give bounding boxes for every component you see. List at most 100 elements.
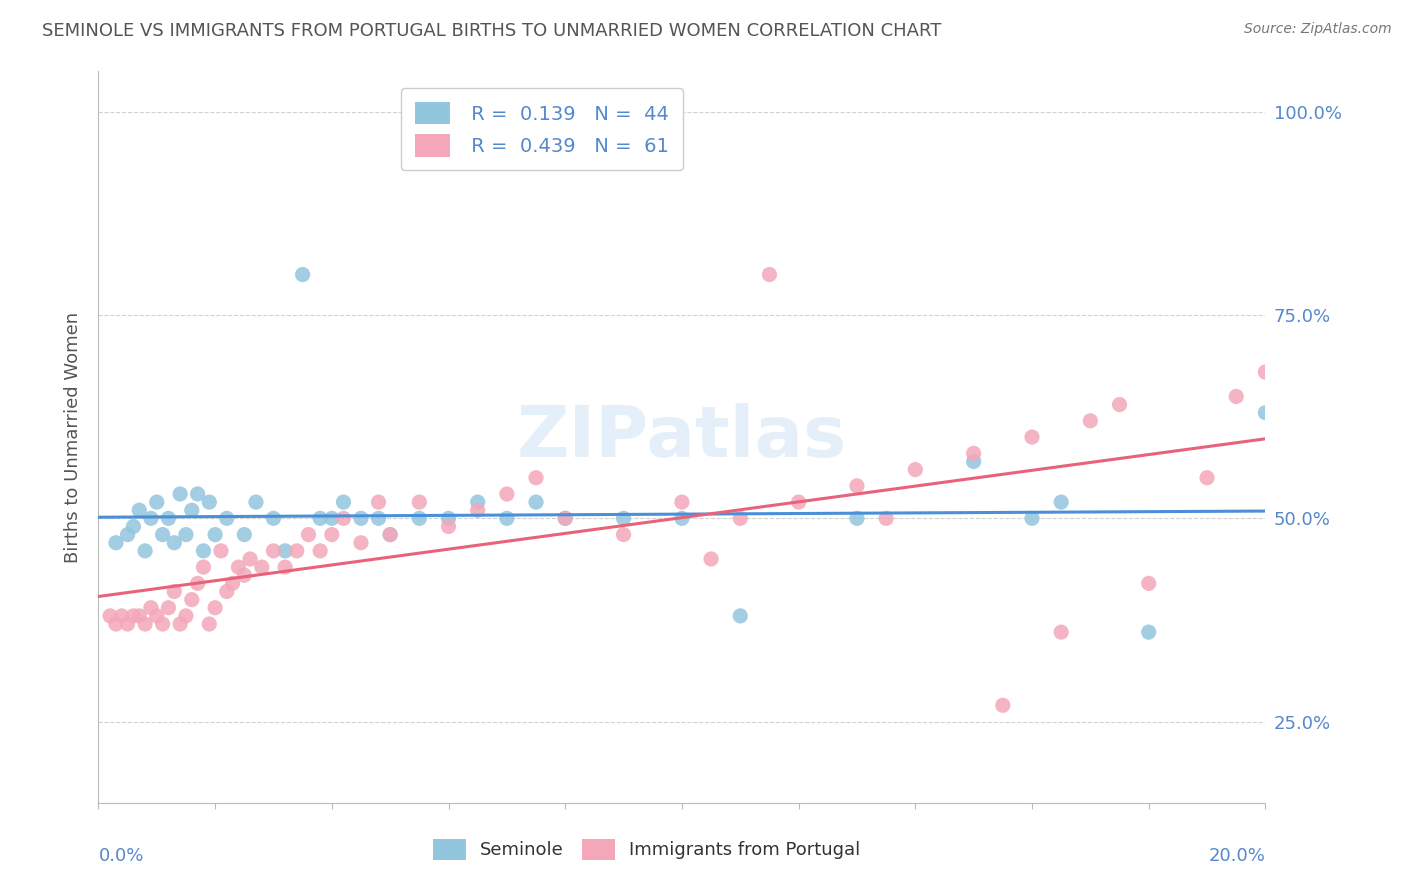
Point — [139, 600, 162, 615]
Point — [233, 568, 256, 582]
Point — [169, 617, 191, 632]
Point — [291, 268, 314, 282]
Point — [332, 511, 354, 525]
Point — [309, 544, 332, 558]
Point — [152, 527, 174, 541]
Point — [1254, 406, 1277, 420]
Point — [146, 608, 169, 623]
Point — [134, 617, 156, 632]
Point — [274, 560, 297, 574]
Point — [104, 535, 127, 549]
Point — [187, 487, 209, 501]
Point — [875, 511, 897, 525]
Point — [204, 600, 226, 615]
Point — [408, 495, 430, 509]
Point — [215, 511, 238, 525]
Y-axis label: Births to Unmarried Women: Births to Unmarried Women — [63, 311, 82, 563]
Point — [1254, 365, 1277, 379]
Point — [612, 527, 634, 541]
Point — [904, 462, 927, 476]
Point — [221, 576, 243, 591]
Point — [245, 495, 267, 509]
Point — [228, 560, 250, 574]
Point — [285, 544, 308, 558]
Point — [467, 503, 489, 517]
Point — [111, 608, 134, 623]
Point — [128, 608, 150, 623]
Point — [193, 544, 215, 558]
Point — [157, 511, 180, 525]
Point — [496, 511, 519, 525]
Point — [1137, 576, 1160, 591]
Point — [524, 495, 547, 509]
Point — [962, 454, 984, 468]
Text: ZIPatlas: ZIPatlas — [517, 402, 846, 472]
Point — [332, 495, 354, 509]
Text: 20.0%: 20.0% — [1209, 847, 1265, 865]
Point — [962, 446, 984, 460]
Legend: Seminole, Immigrants from Portugal: Seminole, Immigrants from Portugal — [426, 831, 868, 867]
Point — [98, 608, 121, 623]
Point — [437, 511, 460, 525]
Point — [1195, 471, 1218, 485]
Point — [209, 544, 232, 558]
Point — [554, 511, 576, 525]
Point — [139, 511, 162, 525]
Point — [180, 592, 202, 607]
Point — [350, 511, 373, 525]
Point — [1021, 511, 1043, 525]
Point — [146, 495, 169, 509]
Point — [104, 617, 127, 632]
Point — [671, 495, 693, 509]
Point — [496, 487, 519, 501]
Point — [350, 535, 373, 549]
Point — [134, 544, 156, 558]
Point — [437, 519, 460, 533]
Text: 0.0%: 0.0% — [98, 847, 143, 865]
Point — [380, 527, 402, 541]
Point — [117, 617, 139, 632]
Point — [128, 503, 150, 517]
Point — [262, 511, 284, 525]
Point — [612, 511, 634, 525]
Point — [554, 511, 576, 525]
Point — [367, 495, 389, 509]
Point — [204, 527, 226, 541]
Point — [1021, 430, 1043, 444]
Point — [1137, 625, 1160, 640]
Point — [524, 471, 547, 485]
Point — [846, 511, 869, 525]
Point — [262, 544, 284, 558]
Point — [846, 479, 869, 493]
Point — [380, 527, 402, 541]
Point — [233, 527, 256, 541]
Point — [180, 503, 202, 517]
Point — [163, 584, 186, 599]
Point — [274, 544, 297, 558]
Point — [250, 560, 273, 574]
Point — [309, 511, 332, 525]
Point — [169, 487, 191, 501]
Point — [367, 511, 389, 525]
Point — [193, 560, 215, 574]
Point — [239, 552, 262, 566]
Point — [122, 519, 145, 533]
Point — [1050, 625, 1073, 640]
Point — [1050, 495, 1073, 509]
Point — [1108, 398, 1130, 412]
Point — [174, 608, 197, 623]
Point — [730, 511, 752, 525]
Point — [215, 584, 238, 599]
Point — [297, 527, 319, 541]
Point — [187, 576, 209, 591]
Point — [117, 527, 139, 541]
Text: Source: ZipAtlas.com: Source: ZipAtlas.com — [1244, 22, 1392, 37]
Point — [1225, 389, 1247, 403]
Point — [1080, 414, 1102, 428]
Point — [700, 552, 723, 566]
Text: SEMINOLE VS IMMIGRANTS FROM PORTUGAL BIRTHS TO UNMARRIED WOMEN CORRELATION CHART: SEMINOLE VS IMMIGRANTS FROM PORTUGAL BIR… — [42, 22, 942, 40]
Point — [198, 617, 221, 632]
Point — [198, 495, 221, 509]
Point — [758, 268, 780, 282]
Point — [163, 535, 186, 549]
